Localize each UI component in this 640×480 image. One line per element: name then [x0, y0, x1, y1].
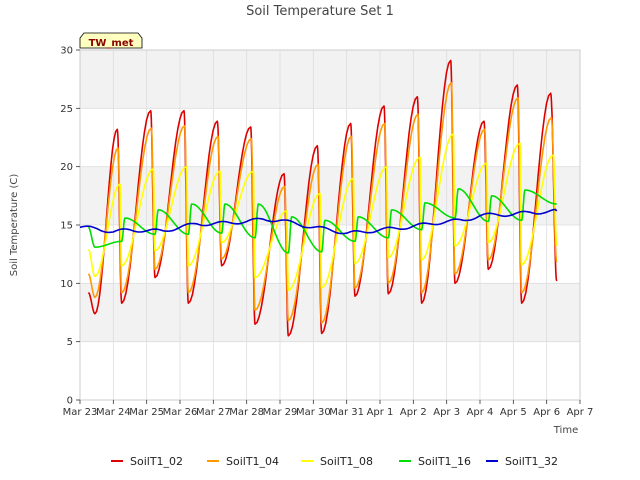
chart-title: Soil Temperature Set 1 [246, 4, 394, 19]
series-line-soilt1-08 [87, 133, 558, 292]
x-tick-label: Mar 27 [196, 407, 231, 418]
y-axis-label: Soil Temperature (C) [9, 174, 20, 277]
x-tick-label: Mar 25 [129, 407, 164, 418]
station-badge-label: TW_met [89, 38, 134, 49]
x-tick-label: Apr 4 [467, 407, 494, 418]
x-tick-label: Mar 24 [96, 407, 131, 418]
y-tick-label: 25 [60, 104, 73, 115]
legend-label: SoilT1_32 [505, 455, 558, 468]
y-tick-label: 20 [60, 162, 73, 173]
x-tick-label: Mar 23 [63, 407, 98, 418]
x-tick-label: Mar 26 [163, 407, 198, 418]
legend-label: SoilT1_04 [226, 455, 279, 468]
legend-label: SoilT1_16 [418, 455, 471, 468]
x-tick-label: Apr 5 [500, 407, 527, 418]
x-tick-label: Mar 29 [263, 407, 298, 418]
x-tick-label: Mar 31 [329, 407, 364, 418]
x-tick-label: Mar 30 [296, 407, 331, 418]
series-line-soilt1-32 [79, 208, 558, 235]
x-tick-label: Apr 6 [533, 407, 560, 418]
plot-band [80, 50, 580, 109]
y-tick-label: 30 [60, 46, 73, 57]
legend: SoilT1_02 SoilT1_04 SoilT1_08 SoilT1_16 Soil… [111, 455, 558, 468]
x-tick-label: Apr 7 [567, 407, 594, 418]
x-axis-label: Time [553, 425, 578, 436]
x-tick-label: Apr 3 [433, 407, 460, 418]
series-line-soilt1-04 [87, 81, 558, 324]
y-tick-label: 15 [60, 221, 73, 232]
y-tick-label: 10 [60, 279, 73, 290]
legend-label: SoilT1_02 [130, 455, 183, 468]
y-tick-label: 5 [67, 337, 73, 348]
legend-label: SoilT1_08 [320, 455, 373, 468]
x-tick-label: Apr 1 [367, 407, 394, 418]
y-axis-ticks: 0 5 10 15 20 25 30 [60, 46, 80, 407]
x-tick-label: Mar 28 [229, 407, 264, 418]
y-tick-label: 0 [67, 396, 73, 407]
x-tick-label: Apr 2 [400, 407, 427, 418]
series-layer [79, 59, 558, 337]
series-line-soilt1-16 [87, 188, 557, 254]
station-badge: TW_met [79, 32, 143, 49]
